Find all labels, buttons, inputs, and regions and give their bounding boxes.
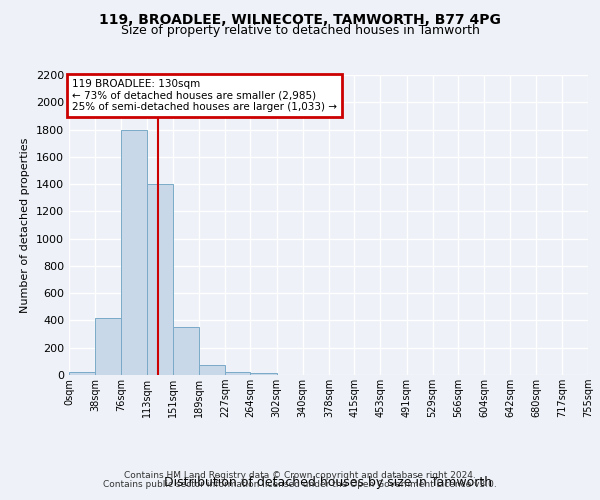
Bar [250,373,277,375]
Bar [69,372,95,375]
Text: 119, BROADLEE, WILNECOTE, TAMWORTH, B77 4PG: 119, BROADLEE, WILNECOTE, TAMWORTH, B77 … [99,12,501,26]
Bar [199,365,225,375]
Bar [121,130,146,375]
Text: 119 BROADLEE: 130sqm
← 73% of detached houses are smaller (2,985)
25% of semi-de: 119 BROADLEE: 130sqm ← 73% of detached h… [72,79,337,112]
X-axis label: Distribution of detached houses by size in Tamworth: Distribution of detached houses by size … [164,476,493,488]
Bar [225,372,250,375]
Bar [173,328,199,375]
Text: Contains HM Land Registry data © Crown copyright and database right 2024.: Contains HM Land Registry data © Crown c… [124,471,476,480]
Text: Size of property relative to detached houses in Tamworth: Size of property relative to detached ho… [121,24,479,37]
Bar [95,318,121,375]
Bar [146,184,173,375]
Text: Contains public sector information licensed under the Open Government Licence v3: Contains public sector information licen… [103,480,497,489]
Y-axis label: Number of detached properties: Number of detached properties [20,138,31,312]
